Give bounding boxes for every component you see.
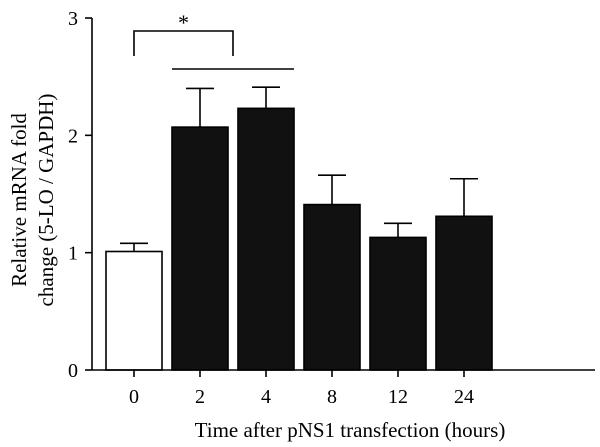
- significance-bracket: [133, 30, 234, 56]
- significance-layer: *: [133, 10, 294, 70]
- x-tick-label: 8: [327, 386, 337, 408]
- y-axis-label-line: Relative mRNA fold: [7, 113, 31, 287]
- y-tick-label: 3: [68, 8, 78, 30]
- bar-8: [303, 203, 361, 371]
- bar-24: [435, 215, 493, 371]
- x-tick-label: 24: [454, 386, 474, 408]
- significance-asterisk: *: [178, 10, 189, 35]
- bar-4: [237, 107, 295, 371]
- y-tick-label: 1: [68, 243, 78, 265]
- bar-0: [105, 250, 163, 371]
- x-axis-label: Time after pNS1 transfection (hours): [195, 418, 506, 442]
- y-tick-label: 2: [68, 125, 78, 147]
- x-tick-label: 0: [129, 386, 139, 408]
- bar-2: [171, 126, 229, 371]
- bar-12: [369, 236, 427, 371]
- y-tick-label: 0: [68, 360, 78, 382]
- x-tick-label: 12: [388, 386, 408, 408]
- x-tick-label: 2: [195, 386, 205, 408]
- bars-layer: [105, 86, 493, 371]
- y-axis-label: Relative mRNA fold change (5-LO / GAPDH): [7, 94, 58, 307]
- axes-layer: [85, 17, 595, 377]
- x-tick-label: 4: [261, 386, 271, 408]
- y-axis-label-line: change (5-LO / GAPDH): [34, 94, 58, 307]
